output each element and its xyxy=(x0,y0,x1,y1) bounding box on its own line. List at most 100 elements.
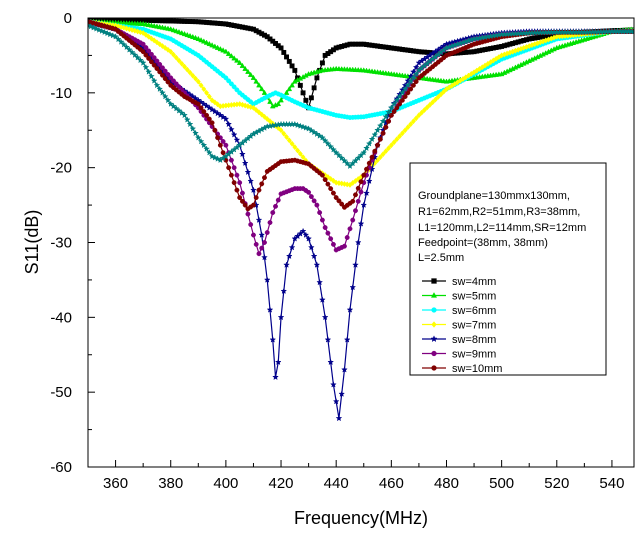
data-point xyxy=(250,186,257,194)
data-point xyxy=(358,189,364,195)
data-point xyxy=(234,187,240,193)
x-tick-label: 480 xyxy=(434,475,459,492)
data-point xyxy=(245,68,251,74)
data-point xyxy=(386,118,392,124)
data-point xyxy=(211,154,219,161)
x-axis-title: Frequency(MHz) xyxy=(294,508,428,528)
info-line: L=2.5mm xyxy=(418,252,464,264)
x-tick-label: 440 xyxy=(324,475,349,492)
data-point xyxy=(109,32,117,39)
data-point xyxy=(272,373,279,381)
data-point xyxy=(198,37,204,43)
data-point xyxy=(121,24,127,31)
data-point xyxy=(259,181,265,187)
data-point xyxy=(319,60,325,66)
data-point xyxy=(146,55,152,61)
data-point xyxy=(181,111,188,119)
info-box: Groundplane=130mmx130mm, R1=62mm,R2=51mm… xyxy=(409,162,607,376)
data-point xyxy=(299,227,307,235)
data-point xyxy=(173,54,179,61)
data-point xyxy=(231,165,237,171)
data-point xyxy=(376,122,384,129)
data-point xyxy=(319,217,325,223)
legend-label: sw=8mm xyxy=(452,334,496,346)
data-point xyxy=(383,148,389,155)
data-point xyxy=(270,210,276,216)
data-point xyxy=(386,145,392,152)
data-point xyxy=(438,91,444,98)
data-point xyxy=(328,236,334,242)
legend-label: sw=7mm xyxy=(452,320,496,332)
data-point xyxy=(237,195,243,201)
data-point xyxy=(387,104,395,111)
data-point xyxy=(303,97,309,103)
y-tick-label: -30 xyxy=(50,235,72,252)
series-sw-10mm xyxy=(88,19,634,212)
data-point xyxy=(332,149,340,156)
data-point xyxy=(344,235,350,240)
data-point xyxy=(143,45,149,51)
data-point xyxy=(405,90,411,96)
data-point xyxy=(388,142,394,149)
data-point xyxy=(209,42,215,48)
data-point xyxy=(275,197,281,203)
data-point xyxy=(204,89,210,96)
series-unlabeled xyxy=(88,21,634,170)
x-tick-label: 400 xyxy=(213,475,238,492)
data-point xyxy=(132,27,138,34)
data-point xyxy=(339,201,345,207)
data-point xyxy=(146,48,152,54)
data-point xyxy=(412,63,420,71)
data-point xyxy=(217,45,224,52)
data-point xyxy=(289,140,295,147)
data-point xyxy=(258,85,265,92)
data-point xyxy=(302,124,310,131)
data-point xyxy=(150,77,158,84)
data-point xyxy=(407,78,415,85)
data-point xyxy=(360,201,368,208)
data-point xyxy=(393,96,401,104)
data-point xyxy=(363,144,370,152)
data-point xyxy=(157,69,163,75)
data-point xyxy=(292,144,298,151)
y-tick-label: -10 xyxy=(50,85,72,102)
data-point xyxy=(125,46,133,53)
x-tick-label: 380 xyxy=(158,475,183,492)
data-point xyxy=(160,65,165,71)
data-point xyxy=(157,61,163,67)
data-point xyxy=(261,89,268,95)
data-point xyxy=(88,23,95,30)
data-point xyxy=(263,276,271,283)
data-point xyxy=(278,127,284,134)
data-point xyxy=(239,62,246,68)
data-point xyxy=(405,124,411,131)
data-point xyxy=(228,53,235,59)
data-point xyxy=(397,101,403,107)
data-point xyxy=(258,231,266,238)
data-point xyxy=(267,220,273,225)
data-point xyxy=(277,313,285,321)
x-tick-label: 460 xyxy=(379,475,404,492)
data-point xyxy=(374,126,381,134)
data-point xyxy=(380,130,386,136)
data-point xyxy=(201,109,207,114)
data-point xyxy=(299,123,307,130)
x-tick-label: 360 xyxy=(103,475,128,492)
data-point xyxy=(154,39,160,46)
data-point xyxy=(324,140,332,147)
data-point xyxy=(278,45,284,51)
info-line: Feedpoint=(38mm, 38mm) xyxy=(418,237,548,249)
data-point xyxy=(292,67,298,73)
data-point xyxy=(186,120,194,128)
data-point xyxy=(349,283,357,291)
data-point xyxy=(350,217,356,223)
data-point xyxy=(355,198,361,204)
data-point xyxy=(341,157,348,164)
data-point xyxy=(402,94,408,100)
data-point xyxy=(151,55,157,61)
data-point xyxy=(297,150,303,157)
data-point xyxy=(154,58,160,64)
data-point xyxy=(183,116,191,123)
data-point xyxy=(330,146,337,153)
data-point xyxy=(201,86,207,93)
